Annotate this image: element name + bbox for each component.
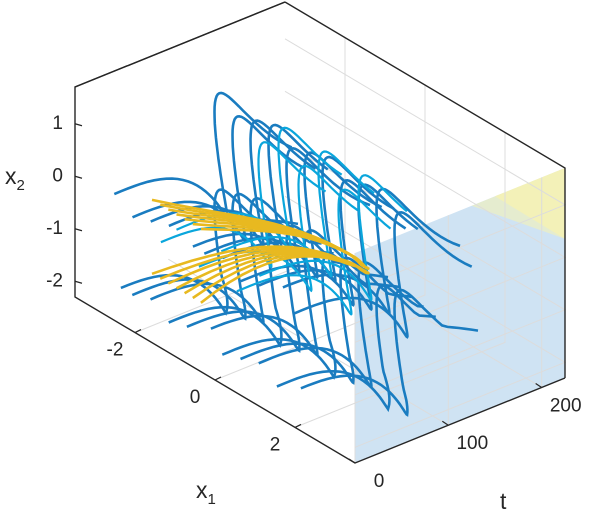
blue-trajectory [113,91,293,220]
t-axis-label: t [500,488,507,514]
blue-trajectory [293,210,473,339]
tick-label-x2: -1 [46,218,63,239]
x1-axis-label: x1 [196,477,216,508]
tick-label-t: 0 [374,471,385,492]
tick-x2 [74,280,83,284]
yellow-trajectory [200,254,370,304]
blue-trajectory [276,284,436,413]
trajectory-lines [113,91,479,417]
tick-x1 [294,423,302,428]
x2-axis-label: x2 [5,163,25,194]
tick-t [442,420,449,426]
tick-x2 [74,175,83,179]
yellow-trajectory [200,227,370,271]
cyan-trajectory [236,188,392,316]
tick-x1 [214,376,222,381]
blue-trajectory [282,187,461,316]
blue-trajectory [240,256,412,385]
blue-trajectory [300,288,479,417]
cyan-trajectory [176,126,343,254]
tick-label-t: 100 [456,433,488,454]
tick-label-x2: 1 [52,113,63,134]
tick-labels: 1 0 -1 -2 -2 0 2 0 100 200 [46,113,581,492]
blue-trajectory [240,178,407,307]
tick-x2 [74,228,83,232]
tick-label-x1: 0 [190,387,201,408]
tick-label-x1: 2 [270,434,281,455]
cyan-trajectory [220,150,375,278]
grid-line-x1 [214,85,426,381]
grid-line-x1 [294,132,506,428]
blue-region [355,168,565,463]
tick-label-t: 200 [550,395,582,416]
tick-t [535,382,542,388]
tick-label-x1: -2 [107,340,124,361]
axes-frame [74,1,566,464]
tick-label-x2: 0 [52,165,63,186]
frame-top-left [74,1,286,88]
tick-label-x2: -2 [46,270,63,291]
tick-t [348,458,356,464]
cyan-trajectory [258,174,408,302]
tick-x1 [134,329,142,334]
tick-x2 [74,123,83,127]
back-walls [355,168,565,463]
blue-trajectory [258,261,424,389]
frame-back [284,1,566,378]
